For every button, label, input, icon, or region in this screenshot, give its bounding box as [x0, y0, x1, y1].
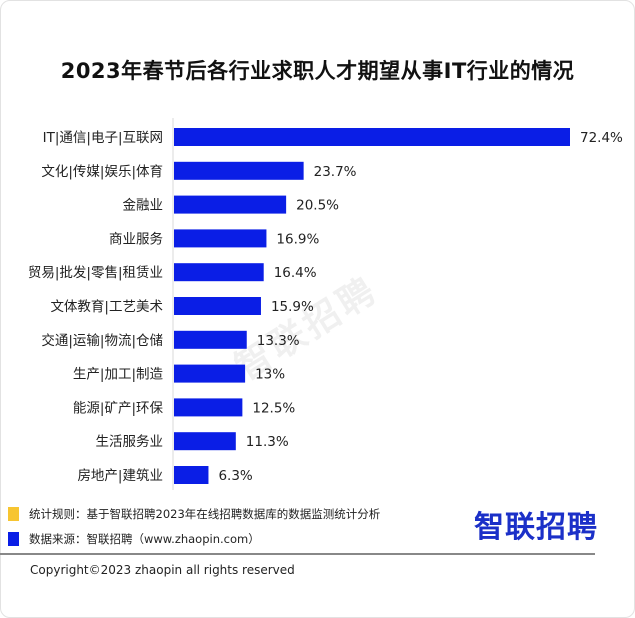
value-label: 15.9%: [271, 299, 314, 315]
bar: [174, 297, 261, 315]
legend-rule: 统计规则：基于智联招聘2023年在线招聘数据库的数据监测统计分析: [8, 506, 380, 522]
value-label: 13%: [255, 367, 285, 383]
value-label: 12.5%: [252, 400, 295, 416]
value-label: 20.5%: [296, 198, 339, 214]
rule-text: 统计规则：基于智联招聘2023年在线招聘数据库的数据监测统计分析: [29, 507, 381, 521]
value-label: 6.3%: [218, 468, 252, 484]
value-label: 23.7%: [314, 164, 357, 180]
value-label: 72.4%: [580, 130, 623, 146]
bar: [174, 466, 209, 484]
bar-chart: IT|通信|电子|互联网 72.4% 文化|传媒|娱乐|体育 23.7% 金融业 20.5…: [28, 118, 623, 490]
value-label: 13.3%: [257, 333, 300, 349]
category-label: 商业服务: [109, 231, 163, 247]
bar: [174, 195, 287, 214]
category-label: 文化|传媒|娱乐|体育: [41, 164, 163, 180]
legend-source: 数据来源：智联招聘（www.zhaopin.com）: [8, 531, 260, 547]
value-label: 16.9%: [276, 231, 319, 247]
source-text: 数据来源：智联招聘（www.zhaopin.com）: [29, 532, 260, 546]
category-label: 生活服务业: [96, 434, 164, 450]
zhaopin-logo: 智联招聘: [474, 510, 598, 545]
bar: [174, 364, 246, 383]
category-label: 文体教育|工艺美术: [50, 299, 163, 315]
bar: [174, 398, 243, 417]
bar: [174, 432, 236, 451]
category-label: 贸易|批发|零售|租赁业: [28, 265, 163, 281]
footer-divider: [0, 553, 595, 555]
bar: [174, 161, 304, 180]
category-label: IT|通信|电子|互联网: [43, 130, 163, 146]
category-label: 生产|加工|制造: [73, 367, 164, 383]
bar: [174, 263, 264, 282]
category-label: 交通|运输|物流|仓储: [41, 332, 163, 349]
bar: [174, 330, 247, 349]
chart-title: 2023年春节后各行业求职人才期望从事IT行业的情况: [60, 59, 575, 83]
category-label: 金融业: [123, 198, 164, 214]
category-label: 能源|矿产|环保: [73, 400, 164, 416]
blue-swatch-icon: [8, 532, 19, 546]
bar: [174, 229, 267, 248]
copyright: Copyright©2023 zhaopin all rights reserv…: [30, 563, 295, 577]
yellow-swatch-icon: [8, 507, 19, 521]
category-label: 房地产|建筑业: [77, 468, 163, 484]
value-label: 16.4%: [274, 265, 317, 281]
bar: [174, 128, 570, 146]
value-label: 11.3%: [246, 434, 289, 450]
